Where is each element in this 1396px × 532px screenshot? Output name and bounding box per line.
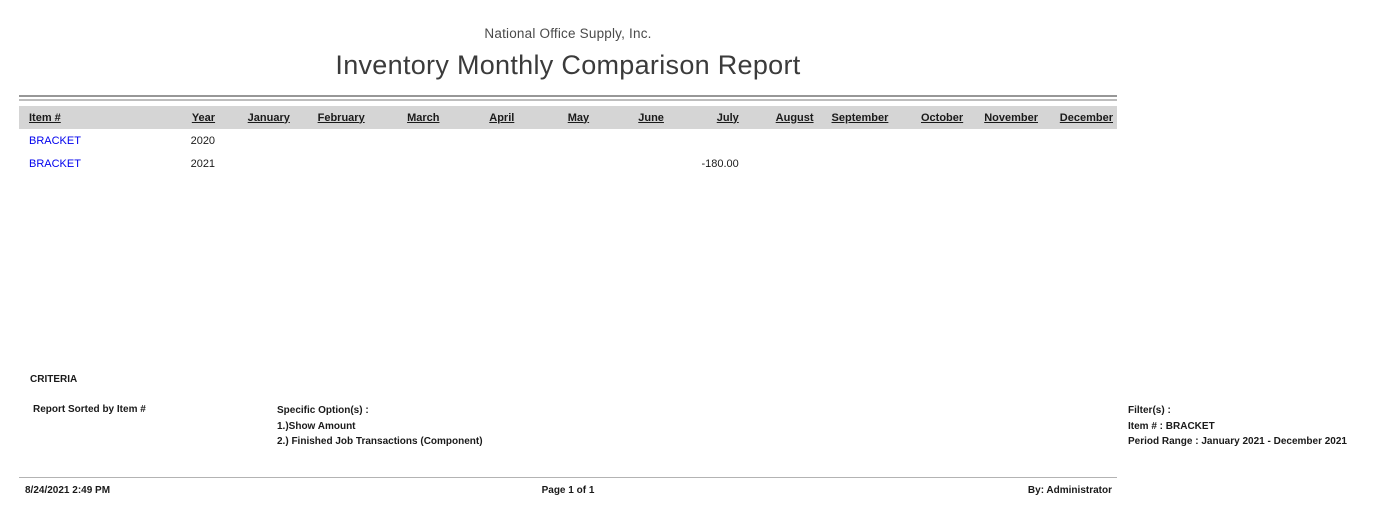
column-header-march[interactable]: March [368,106,444,129]
year-cell: 2021 [190,157,216,170]
filter-period-range: Period Range : January 2021 - December 2… [1128,436,1347,447]
criteria-sorted-by: Report Sorted by Item # [33,404,146,415]
footer-run-by: By: Administrator [1027,485,1112,496]
value-cell-september [818,129,893,152]
table-row: BRACKET 2021 -180.00 [19,152,1117,175]
value-cell-may [518,152,593,175]
value-cell-january [219,152,294,175]
column-header-january[interactable]: January [219,106,294,129]
value-cell-august [743,152,818,175]
table-header-row: Item # Year January February March April… [19,106,1117,129]
inventory-comparison-table: Item # Year January February March April… [19,106,1117,175]
column-header-september[interactable]: September [817,106,893,129]
criteria-filters-block: Filter(s) : Item # : BRACKET Period Rang… [1128,403,1347,450]
filters-heading: Filter(s) : [1128,405,1171,416]
column-header-june[interactable]: June [593,106,668,129]
value-cell-february [294,152,369,175]
footer-page-number: Page 1 of 1 [541,485,595,496]
column-header-february[interactable]: February [293,106,369,129]
column-header-july[interactable]: July [667,106,743,129]
company-name: National Office Supply, Inc. [484,26,652,41]
value-cell-july [668,129,743,152]
column-header-april[interactable]: April [443,106,519,129]
table-row: BRACKET 2020 [19,129,1117,152]
column-header-november[interactable]: November [967,106,1042,129]
value-cell-april [444,129,519,152]
column-header-year[interactable]: Year [160,106,220,129]
column-header-may[interactable]: May [518,106,594,129]
column-header-october[interactable]: October [892,106,968,129]
criteria-options-block: Specific Option(s) : 1.)Show Amount 2.) … [277,403,483,450]
value-cell-may [518,129,593,152]
filter-item-number: Item # : BRACKET [1128,420,1215,432]
column-header-item[interactable]: Item # [19,106,161,129]
value-cell-june [593,129,668,152]
options-heading: Specific Option(s) : [277,405,369,416]
column-header-december[interactable]: December [1042,106,1117,129]
year-cell: 2020 [190,134,216,147]
value-cell-september [818,152,893,175]
value-cell-december [1042,129,1117,152]
value-cell-march [369,152,444,175]
footer-divider-rule [19,477,1117,478]
item-link-bracket-2020[interactable]: BRACKET [29,134,81,147]
column-header-august[interactable]: August [742,106,818,129]
value-cell-december [1042,152,1117,175]
value-cell-february [294,129,369,152]
footer-datetime: 8/24/2021 2:49 PM [25,485,111,496]
item-cell: BRACKET [19,129,160,152]
option-finished-job-transactions: 2.) Finished Job Transactions (Component… [277,436,483,447]
value-cell-october [892,129,967,152]
value-cell-august [743,129,818,152]
item-link-bracket-2021[interactable]: BRACKET [29,157,81,170]
value-cell-april [444,152,519,175]
item-cell: BRACKET [19,152,160,175]
report-title: Inventory Monthly Comparison Report [335,50,801,80]
value-cell-november [967,129,1042,152]
criteria-heading: CRITERIA [30,374,78,385]
value-cell-july: -180.00 [701,157,739,170]
title-divider-rule [19,95,1117,101]
value-cell-june [593,152,668,175]
value-cell-march [369,129,444,152]
option-show-amount: 1.)Show Amount [277,420,356,432]
value-cell-january [219,129,294,152]
value-cell-november [967,152,1042,175]
value-cell-october [892,152,967,175]
